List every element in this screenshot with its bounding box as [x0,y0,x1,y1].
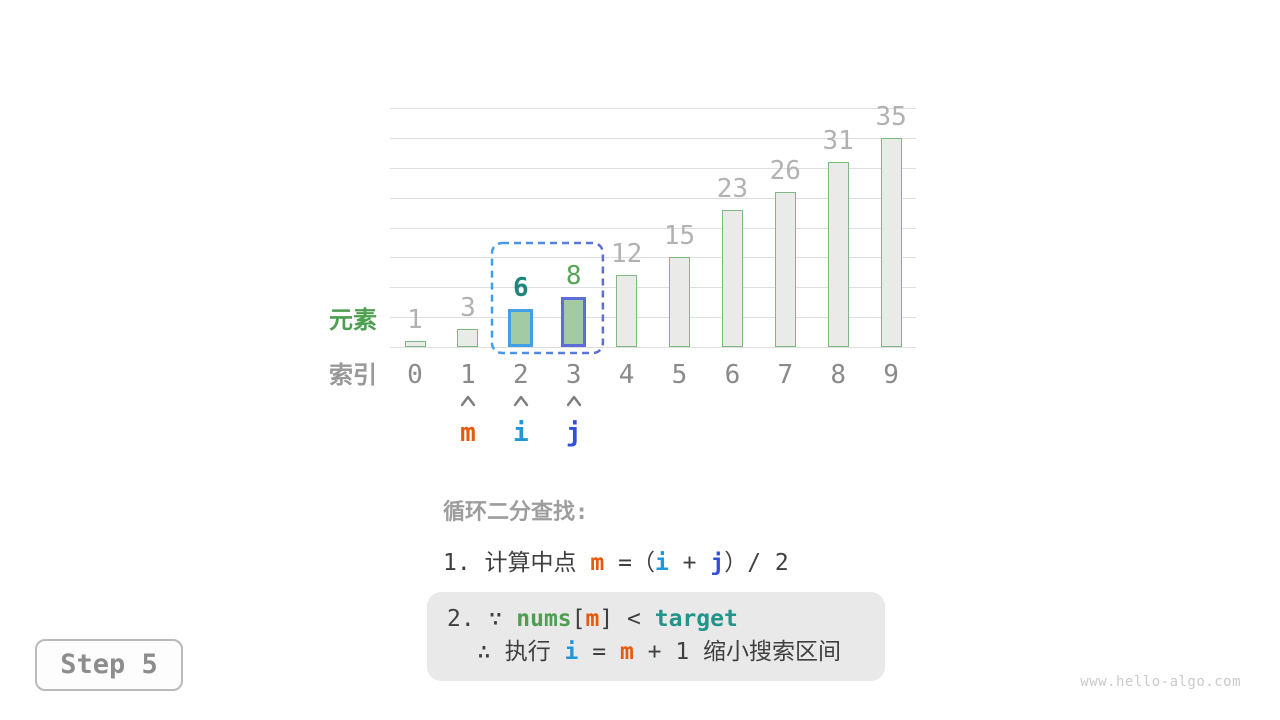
bar-value-label: 23 [716,173,749,204]
bar [457,329,479,347]
text-segment: ] < [599,606,655,632]
gridline [390,347,916,348]
index-label: 8 [830,360,847,390]
index-label: 0 [407,360,423,390]
gridline [390,138,916,139]
pointer-arrow-icon [513,395,528,407]
gridline [390,317,916,319]
text-segment: target [654,606,738,632]
text-segment: m [619,639,634,665]
bar-value-label: 3 [460,293,476,324]
text-segment: 1. 计算中点 [443,550,591,576]
text-segment: j [710,550,725,576]
gridline [390,167,916,169]
gridline [390,197,916,199]
bar-value-label: 15 [663,221,696,252]
note-box: 2. ∵ nums[m] < target ∴ 执行 i = m + 1 缩小搜… [427,592,885,681]
bar [404,341,426,347]
index-label: 2 [512,360,529,390]
watermark: www.hello-algo.com [1080,674,1241,690]
bar [827,161,849,347]
pointer-arrow-icon [460,395,476,407]
text-segment: i [654,550,669,576]
pointer-label-j: j [565,418,582,448]
bar [774,191,796,347]
note-line-1: 2. ∵ nums[m] < target [447,603,885,636]
x-axis-label: 索引 [329,361,377,389]
text-segment: + [668,550,711,576]
bar-value-label: 26 [769,155,801,186]
index-label: 5 [671,360,688,390]
text-segment: + 1 缩小搜索区间 [633,639,842,665]
index-label: 7 [777,360,794,390]
pointer-label-i: i [512,418,529,448]
bar [616,275,638,347]
bar-highlighted [561,297,587,347]
text-segment: ）/ 2 [724,550,789,576]
index-label: 3 [565,360,582,390]
bar-value-label: 1 [407,305,423,335]
text-segment: 2. ∵ [447,606,517,632]
index-label: 1 [460,360,476,390]
bar [721,209,743,347]
bar [669,257,690,347]
text-segment: = [578,639,620,665]
text-segment: =（ [604,550,655,576]
text-segment: i [564,639,579,665]
gridline [390,108,916,110]
text-segment: ∴ 执行 [477,639,565,665]
description-line-1: 1. 计算中点 m =（i + j）/ 2 [443,549,789,577]
search-range-box [490,241,604,355]
gridline [390,257,916,259]
bar-value-label: 6 [512,273,529,304]
pointer-arrow-icon [566,395,581,407]
gridline [390,227,916,229]
text-segment: m [590,550,605,576]
pointer-label-m: m [460,418,476,448]
description-title: 循环二分查找: [443,500,589,525]
index-label: 9 [883,360,899,390]
bar-value-label: 31 [822,125,854,156]
text-segment: nums [516,606,572,632]
index-label: 4 [618,360,635,390]
y-axis-label: 元素 [329,306,377,334]
bar-highlighted [508,309,534,347]
index-label: 6 [724,360,741,390]
bar-value-label: 35 [875,102,907,132]
bar-value-label: 8 [565,261,582,292]
bar [880,138,902,347]
note-line-2: ∴ 执行 i = m + 1 缩小搜索区间 [447,636,885,669]
text-segment: [ [571,606,586,632]
gridline [390,287,916,289]
step-badge: Step 5 [35,639,183,691]
text-segment: m [585,606,600,632]
bar-value-label: 12 [610,239,643,270]
